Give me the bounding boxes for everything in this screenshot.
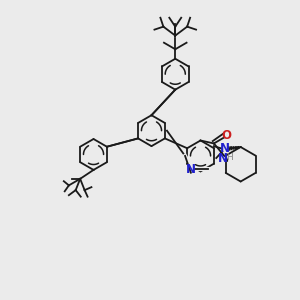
Polygon shape [226,156,228,161]
Text: N: N [218,152,228,165]
Text: O: O [221,129,231,142]
Text: N: N [186,163,196,176]
Text: H: H [226,153,232,162]
Text: N: N [220,142,230,155]
